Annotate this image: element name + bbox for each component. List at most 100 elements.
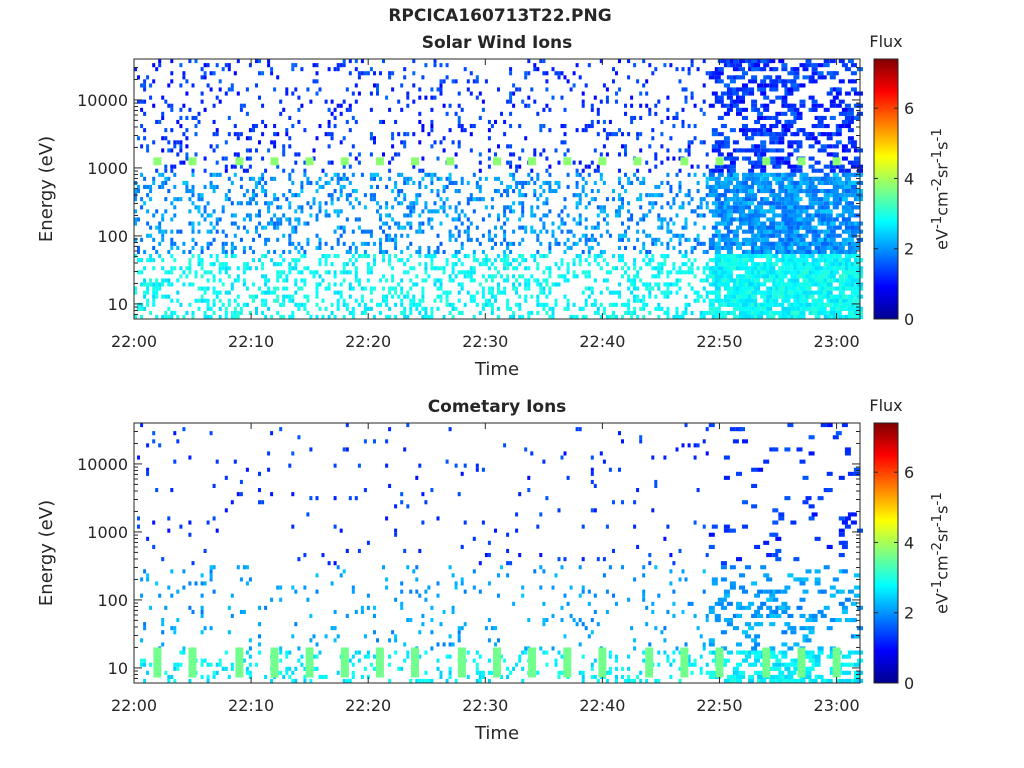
heatmap-cell (838, 282, 845, 287)
heatmap-cell (608, 565, 612, 570)
heatmap-cell (185, 184, 189, 189)
heatmap-cell (391, 286, 395, 291)
heatmap-cell (602, 128, 606, 133)
heatmap-cell (188, 221, 192, 226)
heatmap-cell (487, 618, 491, 623)
heatmap-cell (745, 282, 751, 287)
heatmap-cell (539, 241, 543, 246)
heatmap-cell (708, 237, 715, 242)
heatmap-cell (717, 140, 724, 145)
heatmap-cell (829, 168, 836, 173)
heatmap-cell (354, 270, 358, 275)
heatmap-cell (775, 164, 782, 169)
heatmap-cell (802, 258, 809, 263)
heatmap-cell (179, 63, 183, 68)
heatmap-cell (415, 577, 419, 582)
heatmap-cell (593, 508, 597, 513)
heatmap-cell (258, 488, 261, 493)
heatmap-cell (838, 168, 845, 173)
heatmap-cell (490, 286, 494, 291)
heatmap-band-cell (340, 157, 349, 166)
heatmap-cell (515, 278, 519, 283)
heatmap-cell (563, 274, 567, 279)
heatmap-cell (745, 266, 751, 271)
heatmap-cell (518, 87, 522, 92)
heatmap-cell (291, 492, 295, 497)
heatmap-cell (853, 270, 860, 275)
heatmap-cell (660, 241, 664, 246)
heatmap-cell (252, 294, 255, 299)
heatmap-cell (363, 193, 367, 198)
heatmap-cell (421, 298, 425, 303)
heatmap-cell (388, 262, 392, 267)
heatmap-cell (627, 310, 631, 315)
heatmap-cell (524, 286, 528, 291)
heatmap-cell (421, 306, 425, 311)
heatmap-cell (853, 298, 860, 303)
heatmap-cell (288, 201, 292, 206)
heatmap-cell (566, 306, 570, 311)
heatmap-cell (663, 310, 667, 315)
heatmap-cell (490, 237, 494, 242)
heatmap-cell (397, 201, 401, 206)
heatmap-cell (497, 286, 500, 291)
heatmap-cell (288, 298, 292, 303)
heatmap-cell (811, 63, 818, 68)
heatmap-cell (478, 670, 482, 675)
heatmap-cell (651, 71, 655, 76)
heatmap-cell (539, 512, 543, 517)
heatmap-cell (245, 565, 249, 570)
heatmap-cell (796, 258, 803, 263)
heatmap-cell (518, 314, 522, 319)
heatmap-cell (844, 184, 851, 189)
heatmap-cell (418, 310, 422, 315)
heatmap-cell (137, 245, 140, 250)
heatmap-cell (140, 237, 144, 242)
heatmap-cell (164, 99, 168, 104)
x-tick-label: 23:00 (814, 332, 860, 351)
heatmap-cell (702, 225, 706, 230)
heatmap-cell (757, 225, 764, 230)
heatmap-cell (554, 262, 558, 267)
heatmap-cell (200, 197, 204, 202)
heatmap-cell (587, 589, 591, 594)
heatmap-cell (717, 209, 724, 214)
heatmap-cell (203, 286, 207, 291)
heatmap-cell (294, 225, 298, 230)
heatmap-cell (766, 254, 773, 259)
heatmap-cell (394, 638, 398, 643)
heatmap-cell (518, 217, 522, 222)
heatmap-cell (605, 136, 609, 141)
heatmap-cell (853, 310, 860, 315)
heatmap-cell (439, 221, 443, 226)
heatmap-cell (451, 180, 455, 185)
heatmap-cell (799, 103, 806, 108)
solar-wind-axes: 22:00 22:10 22:20 22:30 22:40 22:50 23:0010100… (77, 58, 860, 351)
heatmap-cell (442, 270, 446, 275)
heatmap-cell (684, 221, 688, 226)
heatmap-cell (345, 678, 349, 683)
heatmap-cell (693, 258, 697, 263)
heatmap-cell (657, 266, 661, 271)
heatmap-cell (503, 443, 507, 448)
heatmap-cell (224, 156, 228, 161)
heatmap-cell (397, 225, 401, 230)
heatmap-cell (793, 217, 800, 222)
heatmap-cell (702, 83, 706, 88)
heatmap-cell (736, 245, 742, 250)
heatmap-cell (327, 282, 331, 287)
heatmap-cell (167, 140, 171, 145)
heatmap-cell (445, 197, 449, 202)
heatmap-cell (636, 197, 640, 202)
heatmap-cell (596, 164, 600, 169)
heatmap-cell (627, 201, 631, 206)
heatmap-cell (702, 266, 706, 271)
heatmap-cell (506, 241, 510, 246)
heatmap-cell (152, 520, 156, 525)
heatmap-cell (394, 302, 398, 307)
heatmap-cell (469, 266, 473, 271)
heatmap-cell (621, 274, 624, 279)
heatmap-cell (766, 270, 773, 275)
heatmap-cell (678, 205, 682, 210)
heatmap-cell (497, 290, 500, 295)
